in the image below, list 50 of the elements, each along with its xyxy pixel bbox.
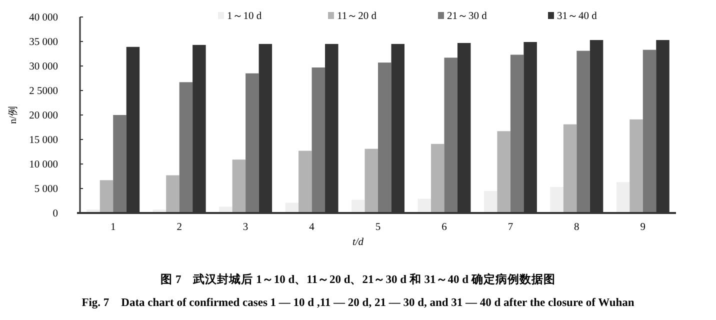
- y-tick-label: 40 000: [29, 12, 58, 24]
- y-tick-label: 30 000: [29, 62, 58, 72]
- x-tick-label: 2: [176, 222, 182, 233]
- bar: [100, 180, 114, 213]
- bar: [364, 148, 378, 213]
- legend-label: 11～20 d: [337, 11, 378, 22]
- bar: [166, 175, 180, 213]
- x-tick-label: 3: [242, 222, 248, 233]
- x-tick-label: 1: [110, 222, 116, 233]
- x-tick-label: 7: [508, 222, 514, 233]
- x-tick-label: 9: [640, 222, 646, 233]
- bar: [285, 202, 299, 213]
- bar: [642, 50, 656, 213]
- bar: [352, 200, 365, 213]
- y-tick-label: 20 000: [29, 110, 58, 122]
- bar: [550, 187, 564, 213]
- bar: [497, 131, 510, 213]
- text: Fig. 7 Data chart of confirmed cases 1 — 10 d ,11 — 20 d, 21 — 30 d, and 31 — 40 d after the closure of Wuhan: [82, 297, 635, 309]
- legend-label: 1～10 d: [227, 11, 262, 22]
- bar: [563, 124, 577, 213]
- bar: [616, 182, 630, 213]
- bar: [312, 67, 326, 213]
- x-tick-label: 5: [375, 222, 381, 233]
- x-tick-label: 8: [574, 222, 580, 233]
- bar: [484, 190, 498, 213]
- y-tick-label: 35 000: [29, 37, 58, 48]
- bar: [430, 144, 444, 213]
- bar: [630, 119, 643, 213]
- y-axis-title: n/例: [8, 106, 19, 124]
- y-tick-label: 2 5000: [29, 86, 58, 97]
- x-axis-title: t/d: [352, 237, 364, 248]
- bar: [113, 115, 126, 213]
- bar: [246, 73, 259, 213]
- text: 图 7 武汉封城后 1～10 d、11～20 d、21～30 d 和 31～40 d 确定病例数据图: [160, 272, 556, 286]
- bar: [179, 82, 193, 213]
- y-tick-label: 15 000: [29, 135, 58, 146]
- y-tick-label: 5 000: [34, 184, 58, 195]
- bar: [232, 160, 246, 213]
- x-tick-label: 4: [309, 222, 316, 233]
- y-tick-label: 0: [52, 208, 58, 220]
- legend-label: 31～40 d: [557, 11, 598, 22]
- y-tick-label: 10 000: [29, 160, 58, 170]
- bar: [576, 50, 590, 213]
- legend-label: 21～30 d: [447, 11, 488, 22]
- bar: [510, 54, 524, 213]
- bar: [444, 58, 458, 213]
- bar: [298, 150, 312, 213]
- x-tick-label: 6: [442, 222, 447, 233]
- bar: [418, 198, 431, 213]
- bar: [378, 62, 392, 213]
